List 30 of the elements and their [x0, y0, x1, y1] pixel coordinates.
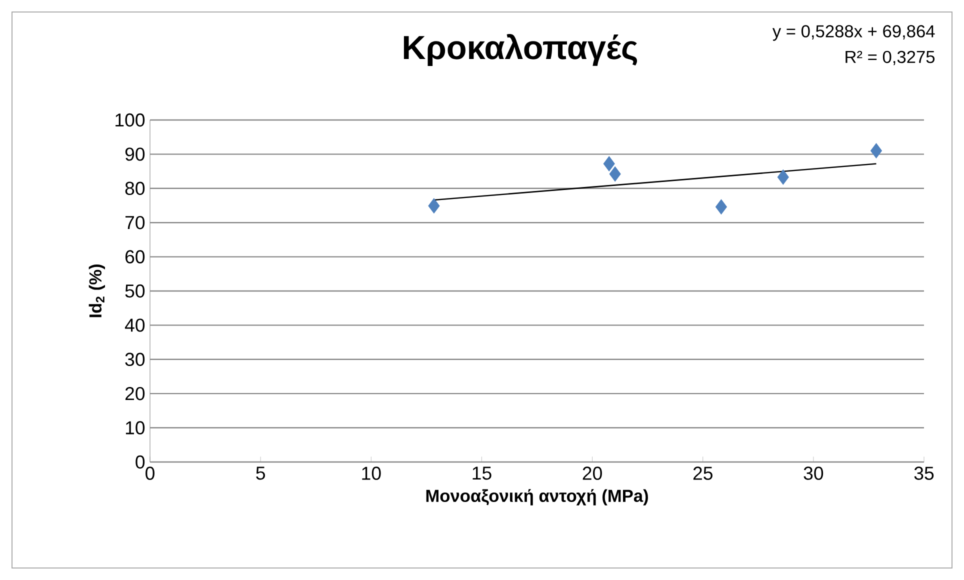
x-tick-label: 25: [693, 466, 712, 480]
y-tick-label: 80: [125, 182, 145, 195]
point: [715, 199, 727, 214]
y-tick-label: 40: [124, 318, 145, 332]
x-tick-label: 5: [256, 466, 265, 480]
point: [428, 198, 440, 214]
x-axis-title: Μονοαξονική αντοχή (MPa): [426, 489, 648, 506]
point: [777, 169, 789, 185]
y-tick-label: 70: [125, 216, 145, 230]
point: [609, 166, 621, 182]
x-tick-label: 15: [472, 466, 492, 480]
y-tick-label: 60: [125, 250, 145, 264]
y-tick-label: 100: [116, 113, 145, 127]
x-tick-label: 35: [914, 466, 934, 480]
y-tick-label: 0: [136, 455, 145, 469]
x-tick-label: 0: [146, 466, 154, 480]
y-tick-label: 10: [126, 421, 145, 434]
y-tick-label: 20: [125, 386, 145, 400]
y-tick-label: 90: [125, 148, 145, 161]
point: [603, 156, 615, 172]
y-axis-title: Id$_{2}$ (%): [88, 264, 105, 318]
text: R² = 0,3275: [846, 50, 935, 66]
x-tick-label: 30: [804, 466, 824, 480]
text: y = 0,5288x + 69,864: [772, 25, 935, 41]
point: [870, 143, 882, 158]
x-tick-label: 20: [582, 466, 602, 480]
chart-title: Κροκαλοπαγές: [404, 34, 638, 66]
y-tick-label: 50: [125, 284, 145, 298]
y-tick-label: 30: [125, 352, 145, 366]
x-tick-label: 10: [362, 466, 381, 480]
